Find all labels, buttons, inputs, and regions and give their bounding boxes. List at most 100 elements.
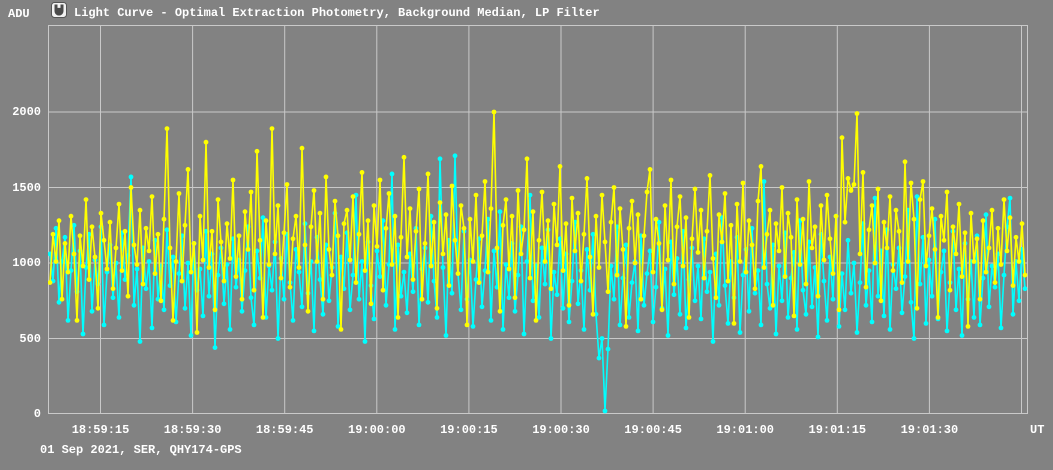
- x-tick-label: 19:01:15: [808, 423, 867, 437]
- data-point: [746, 308, 752, 314]
- data-point: [503, 197, 509, 203]
- data-point: [776, 263, 782, 269]
- data-point: [698, 207, 704, 213]
- data-point: [632, 260, 638, 266]
- data-point: [404, 254, 410, 260]
- data-point: [524, 156, 530, 162]
- chart-plot-area[interactable]: [48, 25, 1028, 414]
- data-point: [128, 185, 134, 190]
- data-point: [281, 230, 287, 236]
- data-point: [392, 327, 398, 332]
- data-point: [932, 216, 938, 222]
- data-point: [293, 213, 299, 219]
- data-point: [983, 269, 989, 275]
- data-point: [89, 224, 95, 230]
- data-point: [782, 274, 788, 279]
- data-point: [461, 225, 467, 231]
- data-point: [665, 333, 671, 338]
- data-point: [482, 179, 488, 184]
- data-point: [848, 290, 854, 296]
- data-point: [104, 266, 110, 272]
- data-point: [653, 216, 659, 222]
- data-point: [368, 301, 374, 307]
- data-point: [995, 225, 1001, 231]
- data-point: [623, 242, 629, 248]
- data-point: [311, 328, 317, 334]
- data-point: [767, 305, 773, 311]
- data-point: [662, 203, 668, 209]
- data-point: [491, 109, 497, 115]
- data-point: [236, 233, 242, 239]
- data-point: [560, 305, 566, 311]
- data-point: [530, 298, 536, 304]
- data-point: [584, 176, 590, 181]
- data-point: [560, 268, 566, 273]
- data-point: [80, 331, 86, 337]
- data-point: [854, 111, 860, 116]
- data-point: [647, 248, 653, 254]
- data-point: [869, 319, 875, 325]
- data-point: [539, 245, 545, 251]
- data-point: [425, 299, 431, 305]
- data-point: [578, 278, 584, 284]
- data-point: [833, 213, 839, 219]
- x-tick-label: 19:00:00: [347, 423, 406, 437]
- data-point: [764, 231, 770, 237]
- data-point: [497, 209, 503, 215]
- data-point: [245, 247, 251, 252]
- data-point: [281, 296, 287, 302]
- data-point: [710, 256, 716, 261]
- data-point: [821, 278, 827, 284]
- data-point: [644, 189, 650, 195]
- data-point: [779, 185, 785, 190]
- data-point: [290, 236, 296, 242]
- data-point: [644, 271, 650, 276]
- data-point: [215, 272, 221, 278]
- data-point: [590, 231, 596, 237]
- data-point: [944, 189, 950, 195]
- data-point: [332, 198, 338, 204]
- data-point: [890, 268, 896, 273]
- data-point: [851, 182, 857, 187]
- data-point: [902, 274, 908, 279]
- data-point: [500, 222, 506, 228]
- data-point: [50, 231, 56, 237]
- data-point: [284, 182, 290, 187]
- data-point: [317, 210, 323, 216]
- data-point: [506, 266, 512, 272]
- data-point: [65, 269, 71, 275]
- data-point: [134, 262, 140, 267]
- data-point: [668, 177, 674, 183]
- data-point: [437, 200, 443, 206]
- data-point: [425, 171, 431, 177]
- data-point: [872, 260, 878, 266]
- data-point: [836, 307, 842, 313]
- data-point: [992, 284, 998, 290]
- data-point: [629, 198, 635, 204]
- data-point: [977, 322, 983, 328]
- data-point: [599, 336, 605, 341]
- data-point: [470, 324, 476, 329]
- data-point: [617, 322, 623, 328]
- data-point: [341, 221, 347, 227]
- data-point: [749, 242, 755, 248]
- data-point: [956, 266, 962, 272]
- data-point: [101, 322, 107, 328]
- data-point: [296, 269, 302, 275]
- data-point: [335, 324, 341, 329]
- data-point: [398, 234, 404, 240]
- data-point: [59, 296, 65, 302]
- data-point: [98, 210, 104, 216]
- data-point: [860, 170, 866, 175]
- data-point: [716, 302, 722, 308]
- data-point: [506, 295, 512, 301]
- data-point: [839, 135, 845, 141]
- data-point: [536, 237, 542, 243]
- data-point: [275, 336, 281, 341]
- data-point: [932, 247, 938, 252]
- data-point: [722, 191, 728, 196]
- data-point: [707, 173, 713, 178]
- data-point: [758, 164, 764, 169]
- data-point: [989, 263, 995, 269]
- data-point: [251, 322, 257, 328]
